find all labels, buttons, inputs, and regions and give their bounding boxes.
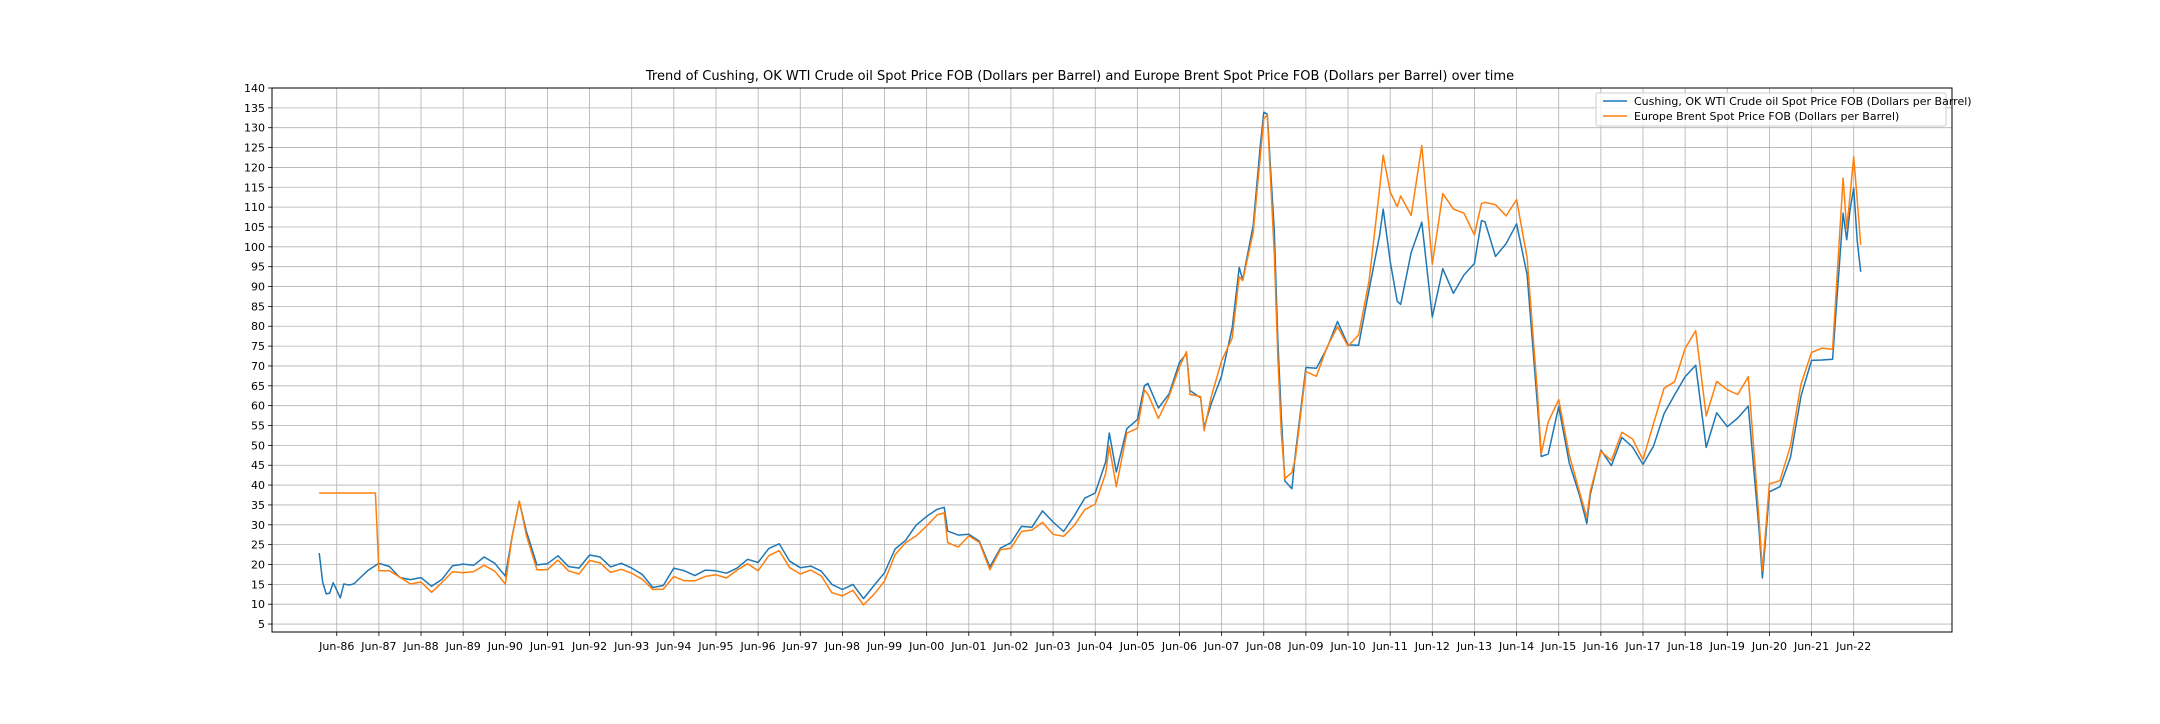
x-tick-label: Jun-91 [529,640,565,653]
x-tick-label: Jun-96 [740,640,776,653]
y-tick-label: 45 [251,459,265,472]
x-tick-label: Jun-99 [866,640,902,653]
x-tick-label: Jun-04 [1077,640,1113,653]
y-tick-label: 90 [251,281,265,294]
y-tick-label: 95 [251,261,265,274]
y-tick-label: 5 [258,618,265,631]
x-tick-label: Jun-15 [1540,640,1576,653]
series-line-brent [319,114,1862,606]
x-tick-label: Jun-17 [1624,640,1660,653]
x-tick-label: Jun-86 [318,640,354,653]
y-tick-label: 115 [244,181,265,194]
x-tick-label: Jun-02 [992,640,1028,653]
x-tick-label: Jun-03 [1035,640,1071,653]
y-tick-label: 30 [251,519,265,532]
x-tick-label: Jun-88 [402,640,438,653]
x-tick-label: Jun-87 [360,640,396,653]
x-tick-label: Jun-89 [445,640,481,653]
y-tick-label: 35 [251,499,265,512]
x-axis: Jun-86 Jun-87 Jun-88 Jun-89 Jun-90 Jun-91 Jun-… [318,632,1871,653]
x-tick-label: Jun-97 [782,640,818,653]
series-line-wti [318,111,1862,600]
y-tick-label: 75 [251,340,265,353]
y-tick-label: 15 [251,578,265,591]
y-tick-label: 110 [244,201,265,214]
x-tick-label: Jun-22 [1835,640,1871,653]
y-tick-label: 20 [251,558,265,571]
x-tick-label: Jun-16 [1582,640,1618,653]
x-tick-label: Jun-07 [1203,640,1239,653]
y-tick-label: 70 [251,360,265,373]
x-tick-label: Jun-94 [655,640,691,653]
x-tick-label: Jun-20 [1751,640,1787,653]
x-tick-label: Jun-13 [1456,640,1492,653]
x-tick-label: Jun-18 [1667,640,1703,653]
y-tick-label: 50 [251,439,265,452]
series-layer [318,111,1862,606]
x-tick-label: Jun-12 [1414,640,1450,653]
y-tick-label: 105 [244,221,265,234]
y-tick-label: 85 [251,300,265,313]
y-tick-label: 130 [244,122,265,135]
y-tick-label: 135 [244,102,265,115]
y-tick-label: 100 [244,241,265,254]
x-tick-label: Jun-90 [487,640,523,653]
x-tick-label: Jun-92 [571,640,607,653]
x-tick-label: Jun-95 [697,640,733,653]
x-tick-label: Jun-19 [1709,640,1745,653]
y-tick-label: 55 [251,420,265,433]
x-tick-label: Jun-01 [950,640,986,653]
y-tick-label: 60 [251,400,265,413]
legend-label-wti: Cushing, OK WTI Crude oil Spot Price FOB… [1634,95,1972,108]
y-axis: 5 10 15 20 25 30 35 40 45 50 55 60 65 70 75 80 85 90 95 100… [244,82,272,631]
legend-box [1595,92,1947,127]
y-tick-label: 40 [251,479,265,492]
y-tick-label: 10 [251,598,265,611]
y-tick-label: 120 [244,161,265,174]
legend-label-brent: Europe Brent Spot Price FOB (Dollars per… [1634,110,1899,123]
grid-layer [272,87,1952,632]
y-tick-label: 80 [251,320,265,333]
x-tick-label: Jun-05 [1119,640,1155,653]
x-tick-label: Jun-08 [1245,640,1281,653]
x-tick-label: Jun-21 [1793,640,1829,653]
chart-title: Trend of Cushing, OK WTI Crude oil Spot … [645,69,1514,84]
x-tick-label: Jun-11 [1372,640,1408,653]
plot-frame [271,87,1953,633]
x-tick-label: Jun-10 [1329,640,1365,653]
y-tick-label: 125 [244,142,265,155]
x-tick-label: Jun-00 [908,640,944,653]
x-tick-label: Jun-14 [1498,640,1534,653]
x-tick-label: Jun-98 [824,640,860,653]
x-tick-label: Jun-93 [613,640,649,653]
legend: Cushing, OK WTI Crude oil Spot Price FOB… [1595,92,1972,127]
y-tick-label: 65 [251,380,265,393]
y-tick-label: 140 [244,82,265,95]
y-tick-label: 25 [251,539,265,552]
x-tick-label: Jun-09 [1287,640,1323,653]
x-tick-label: Jun-06 [1161,640,1197,653]
